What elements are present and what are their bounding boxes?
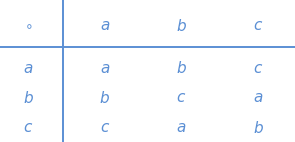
Text: $\mathit{c}$: $\mathit{c}$ xyxy=(253,18,263,33)
Text: $\mathit{b}$: $\mathit{b}$ xyxy=(99,90,110,106)
Text: $\mathit{b}$: $\mathit{b}$ xyxy=(253,120,264,136)
Text: $\mathit{b}$: $\mathit{b}$ xyxy=(176,18,187,34)
Text: $\mathit{b}$: $\mathit{b}$ xyxy=(176,60,187,76)
Text: $\mathit{c}$: $\mathit{c}$ xyxy=(176,90,186,106)
Text: $\mathit{b}$: $\mathit{b}$ xyxy=(22,90,34,106)
Text: $\mathit{a}$: $\mathit{a}$ xyxy=(176,120,187,135)
Text: $\mathit{c}$: $\mathit{c}$ xyxy=(253,61,263,76)
Text: $\mathit{a}$: $\mathit{a}$ xyxy=(253,90,263,106)
Text: $\mathit{c}$: $\mathit{c}$ xyxy=(23,120,33,135)
Text: $\mathit{c}$: $\mathit{c}$ xyxy=(100,120,110,135)
Text: $\circ$: $\circ$ xyxy=(24,19,32,33)
Text: $\mathit{a}$: $\mathit{a}$ xyxy=(99,61,110,76)
Text: $\mathit{a}$: $\mathit{a}$ xyxy=(99,18,110,33)
Text: $\mathit{a}$: $\mathit{a}$ xyxy=(23,61,33,76)
